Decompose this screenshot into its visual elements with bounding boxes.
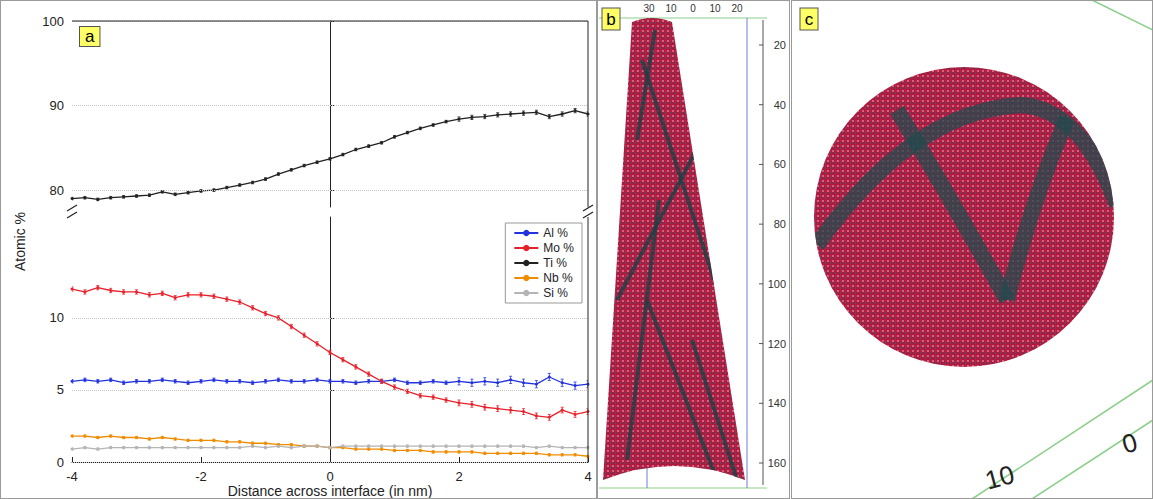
svg-text:0: 0 (57, 455, 64, 470)
svg-text:100: 100 (768, 278, 786, 290)
svg-text:10: 10 (665, 3, 677, 14)
svg-text:100: 100 (42, 14, 64, 29)
svg-text:5: 5 (57, 382, 64, 397)
svg-text:10: 10 (982, 459, 1018, 495)
svg-text:0: 0 (326, 469, 333, 484)
svg-text:-4: -4 (66, 469, 78, 484)
svg-text:Ti %: Ti % (543, 256, 567, 270)
svg-text:120: 120 (768, 338, 786, 350)
svg-text:Al %: Al % (543, 226, 568, 240)
svg-text:140: 140 (768, 397, 786, 409)
svg-text:80: 80 (50, 183, 64, 198)
svg-text:30: 30 (643, 3, 655, 14)
svg-text:2: 2 (455, 469, 462, 484)
svg-text:a: a (85, 27, 95, 46)
svg-text:Distance across interface (in: Distance across interface (in nm) (228, 483, 433, 499)
svg-text:90: 90 (50, 98, 64, 113)
svg-text:4: 4 (584, 469, 591, 484)
svg-text:b: b (606, 10, 615, 29)
svg-text:0: 0 (1119, 427, 1141, 460)
svg-text:80: 80 (774, 218, 786, 230)
svg-text:40: 40 (774, 99, 786, 111)
svg-text:Si %: Si % (543, 286, 568, 300)
svg-text:160: 160 (768, 457, 786, 469)
svg-text:c: c (805, 10, 814, 29)
svg-text:20: 20 (774, 39, 786, 51)
svg-text:10: 10 (50, 310, 64, 325)
svg-text:-2: -2 (195, 469, 207, 484)
svg-text:20: 20 (731, 3, 743, 14)
svg-text:10: 10 (709, 3, 721, 14)
svg-text:Mo %: Mo % (543, 241, 574, 255)
svg-text:Nb %: Nb % (543, 271, 573, 285)
svg-text:Atomic %: Atomic % (12, 212, 28, 271)
svg-text:60: 60 (774, 158, 786, 170)
svg-text:0: 0 (690, 3, 696, 14)
